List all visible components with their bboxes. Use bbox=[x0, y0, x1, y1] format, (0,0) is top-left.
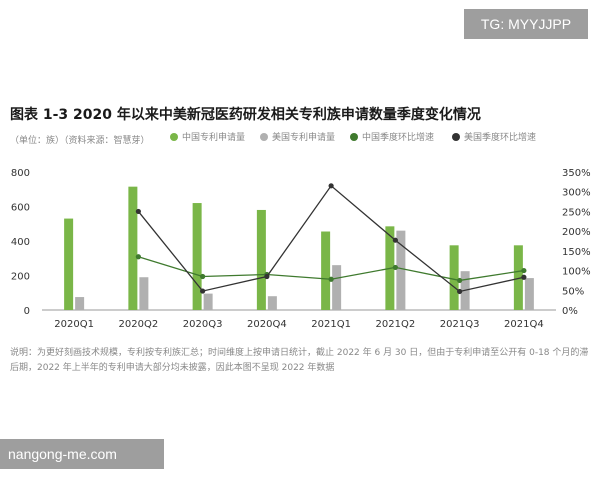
chart-title: 图表 1-3 2020 年以来中美新冠医药研发相关专利族申请数量季度变化情况 bbox=[10, 107, 481, 123]
x-tick-label: 2020Q2 bbox=[119, 319, 159, 330]
us-growth-point bbox=[135, 208, 141, 215]
legend-item-china-bar: 中国专利申请量 bbox=[170, 130, 245, 143]
legend-item-us-bar: 美国专利申请量 bbox=[260, 130, 335, 143]
right-tick-label: 350% bbox=[562, 168, 591, 179]
china-bar bbox=[192, 203, 202, 310]
us-bar bbox=[396, 230, 406, 310]
chart-area: 0 200 400 600 800 0% 50% 100% 150% 200% 250% 300% 35… bbox=[11, 168, 591, 330]
china-growth-point bbox=[200, 273, 206, 280]
china-bar bbox=[321, 231, 331, 310]
right-tick-label: 50% bbox=[562, 286, 584, 297]
legend-label-us-bar: 美国专利申请量 bbox=[272, 133, 336, 143]
left-tick-label: 0 bbox=[24, 306, 30, 317]
china-growth-point bbox=[328, 276, 334, 282]
china-bar bbox=[128, 186, 138, 310]
legend-label-china-line: 中国季度环比增速 bbox=[362, 133, 435, 143]
legend-label-us-line: 美国季度环比增速 bbox=[464, 133, 537, 143]
right-tick-label: 250% bbox=[562, 207, 591, 218]
us-bar bbox=[524, 278, 534, 310]
us-bar bbox=[332, 265, 342, 310]
x-tick-label: 2021Q1 bbox=[311, 319, 351, 330]
unit-note: （单位：族）（资料来源：智慧芽） bbox=[10, 136, 150, 146]
x-tick-label: 2020Q4 bbox=[247, 319, 287, 330]
legend-item-china-line: 中国季度环比增速 bbox=[350, 130, 434, 143]
x-tick-label: 2021Q4 bbox=[504, 319, 544, 330]
legend-label-china-bar: 中国专利申请量 bbox=[182, 133, 246, 143]
watermark: TG: MYYJJPP bbox=[464, 9, 588, 39]
legend-dot-china-line bbox=[350, 132, 358, 141]
us-growth-point bbox=[200, 288, 206, 294]
right-tick-label: 300% bbox=[562, 188, 591, 199]
left-tick-label: 200 bbox=[11, 272, 30, 283]
right-tick-label: 150% bbox=[562, 247, 591, 258]
left-tick-label: 400 bbox=[11, 237, 30, 248]
china-bar bbox=[64, 218, 74, 310]
china-bar bbox=[449, 245, 459, 310]
china-growth-point bbox=[392, 264, 398, 271]
us-growth-point bbox=[457, 288, 463, 295]
china-growth-point bbox=[457, 277, 463, 284]
us-growth-point bbox=[392, 237, 398, 243]
legend-item-us-line: 美国季度环比增速 bbox=[452, 130, 536, 143]
left-tick-label: 800 bbox=[11, 168, 30, 179]
x-tick-label: 2020Q3 bbox=[183, 319, 223, 330]
us-bar bbox=[75, 297, 85, 310]
us-growth-point bbox=[328, 183, 334, 189]
us-growth-point bbox=[264, 273, 270, 280]
right-tick-label: 200% bbox=[562, 227, 591, 238]
china-growth-point bbox=[521, 267, 527, 274]
x-tick-label: 2021Q2 bbox=[376, 319, 416, 330]
legend-dot-us-line bbox=[452, 132, 460, 141]
right-tick-label: 100% bbox=[562, 267, 591, 278]
us-bar bbox=[139, 277, 149, 310]
legend-dot-china-bar bbox=[170, 132, 178, 141]
left-tick-label: 600 bbox=[11, 203, 30, 214]
china-bar bbox=[513, 245, 523, 310]
china-bar bbox=[256, 209, 266, 310]
legend-dot-us-bar bbox=[260, 132, 268, 141]
us-bar bbox=[203, 293, 213, 310]
us-bar bbox=[267, 296, 277, 310]
us-growth-point bbox=[521, 274, 527, 280]
china-growth-point bbox=[135, 254, 141, 260]
source-tag: nangong-me.com bbox=[0, 439, 164, 469]
footnote: 说明：为更好刻画技术规模，专利按专利族汇总；时间维度上按申请日统计，截止 202… bbox=[10, 348, 589, 373]
x-tick-label: 2021Q3 bbox=[440, 319, 480, 330]
x-tick-label: 2020Q1 bbox=[54, 319, 94, 330]
right-tick-label: 0% bbox=[562, 306, 578, 317]
